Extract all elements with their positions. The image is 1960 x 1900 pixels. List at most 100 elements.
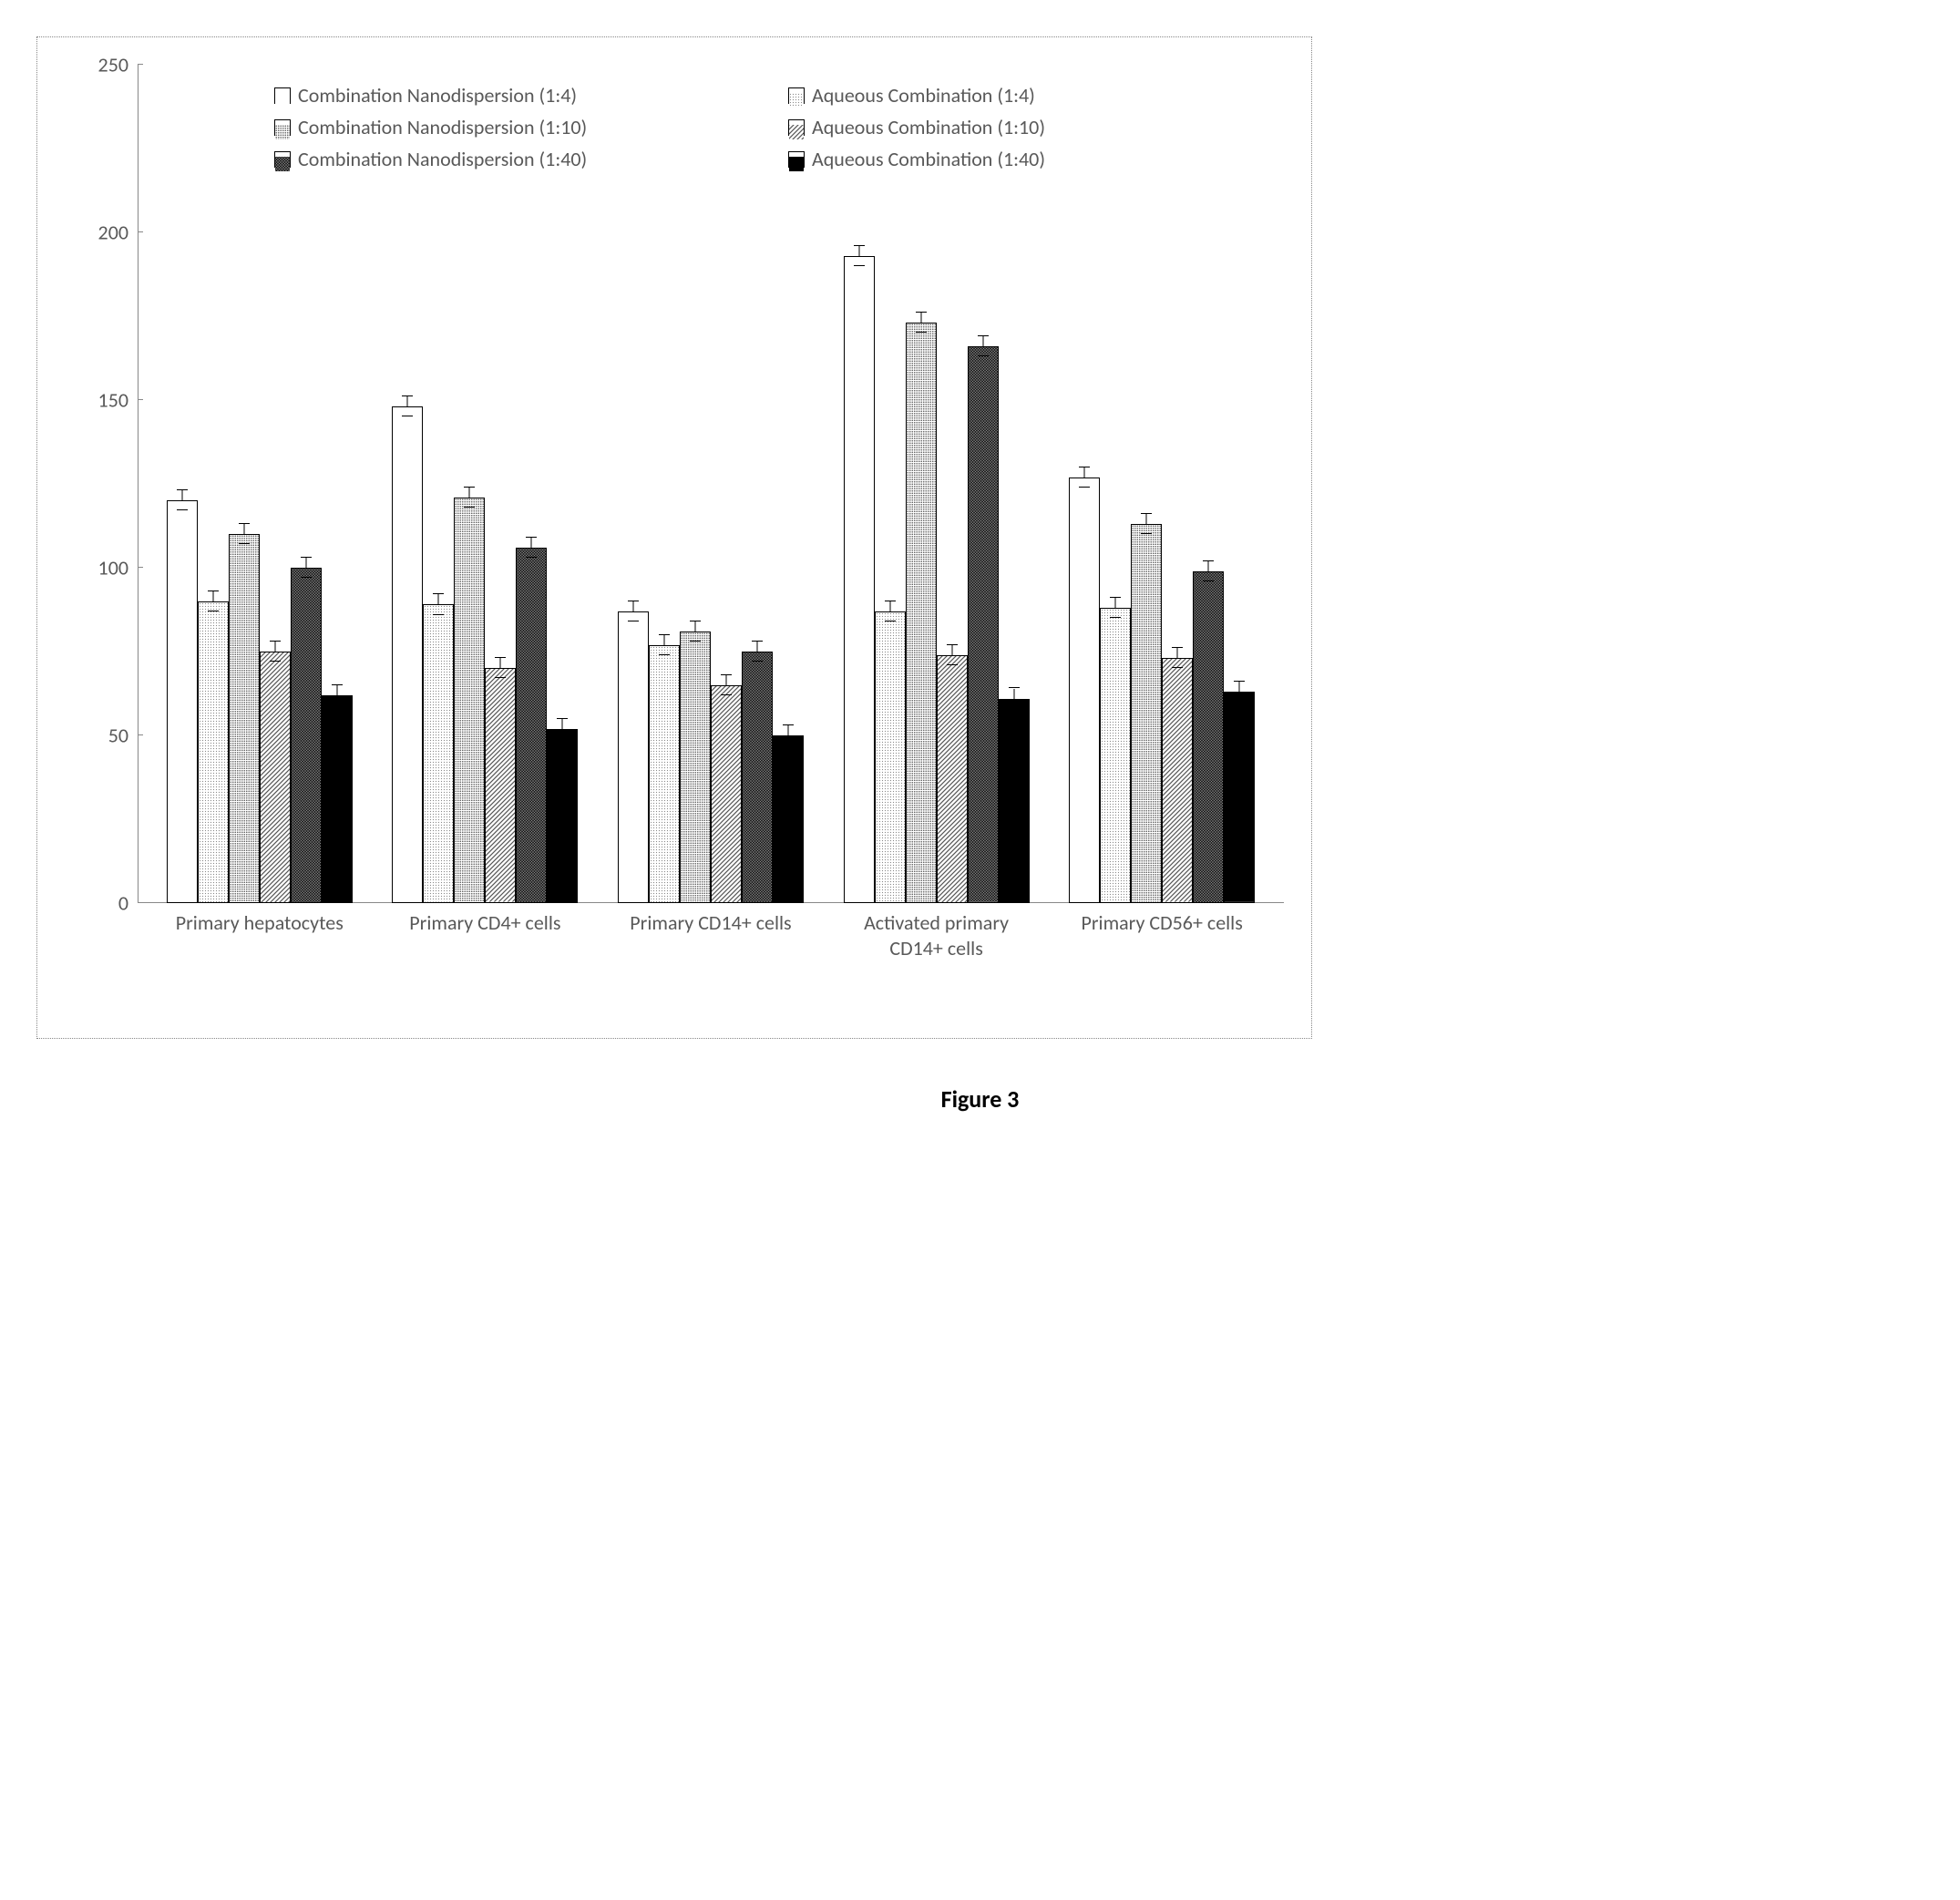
bar	[844, 256, 875, 903]
error-cap	[1234, 701, 1245, 702]
bar	[547, 729, 578, 903]
error-cap	[1141, 513, 1152, 514]
error-cap	[1203, 560, 1214, 561]
error-cap	[464, 507, 475, 508]
bar	[423, 604, 454, 903]
error-cap	[1172, 647, 1183, 648]
error-cap	[1203, 580, 1214, 581]
error-bar	[1239, 682, 1240, 692]
error-cap	[495, 677, 506, 678]
error-bar	[920, 313, 921, 323]
bar	[875, 611, 906, 903]
bar	[1069, 478, 1100, 903]
error-bar	[1208, 561, 1209, 571]
bar	[649, 645, 680, 903]
bar	[711, 685, 742, 903]
legend-label: Aqueous Combination (1:10)	[812, 115, 1045, 139]
error-cap	[752, 661, 763, 662]
error-cap	[433, 614, 444, 615]
error-bar	[725, 675, 726, 685]
legend-label: Combination Nanodispersion (1:40)	[298, 147, 587, 171]
legend-item: Combination Nanodispersion (1:40)	[274, 147, 734, 171]
bar	[454, 498, 485, 903]
error-bar	[1013, 689, 1014, 699]
error-cap	[495, 657, 506, 658]
error-cap	[526, 537, 537, 538]
error-bar	[694, 621, 695, 632]
error-bar	[243, 524, 244, 534]
error-bar	[212, 591, 213, 601]
bar	[1224, 692, 1255, 903]
legend-item: Combination Nanodispersion (1:10)	[274, 115, 734, 139]
bar	[1162, 658, 1193, 903]
error-cap	[721, 674, 732, 675]
bars-region	[138, 65, 1284, 903]
bar	[618, 611, 649, 903]
error-bar	[407, 396, 408, 406]
legend-swatch	[788, 119, 805, 136]
bar	[937, 655, 968, 903]
legend-swatch	[274, 87, 291, 104]
error-bar	[858, 246, 859, 256]
bar	[167, 500, 198, 903]
error-bar	[1146, 514, 1147, 524]
error-cap	[557, 738, 568, 739]
plot-area: Combination Nanodispersion (1:4) Aqueous …	[92, 65, 1284, 903]
legend-item: Aqueous Combination (1:10)	[788, 115, 1247, 139]
error-cap	[270, 641, 281, 642]
bar-group	[392, 406, 578, 903]
error-cap	[1141, 533, 1152, 534]
x-tick-label: Primary CD14+ cells	[615, 910, 806, 960]
error-bar	[663, 635, 664, 645]
y-tick-label: 0	[118, 891, 128, 916]
y-tick-label: 100	[98, 556, 128, 580]
legend-item: Aqueous Combination (1:40)	[788, 147, 1247, 171]
error-bar	[562, 719, 563, 729]
error-cap	[1172, 667, 1183, 668]
error-cap	[177, 489, 188, 490]
error-bar	[787, 725, 788, 735]
error-cap	[854, 265, 865, 266]
bar	[968, 346, 999, 903]
error-bar	[632, 601, 633, 611]
bar	[516, 548, 547, 903]
error-bar	[500, 658, 501, 668]
error-cap	[1110, 597, 1121, 598]
figure-caption: Figure 3	[36, 1084, 1924, 1114]
y-tick-label: 50	[108, 724, 128, 748]
y-tick-label: 150	[98, 388, 128, 413]
error-cap	[1079, 487, 1090, 488]
error-cap	[464, 487, 475, 488]
error-cap	[978, 355, 989, 356]
legend-swatch	[274, 151, 291, 168]
bar-group	[167, 500, 353, 903]
error-cap	[332, 684, 343, 685]
legend-item: Aqueous Combination (1:4)	[788, 83, 1247, 108]
bar	[1131, 524, 1162, 903]
error-bar	[336, 685, 337, 695]
bar-group	[844, 256, 1030, 903]
chart-container: Combination Nanodispersion (1:4) Aqueous …	[36, 36, 1312, 1039]
legend-label: Combination Nanodispersion (1:10)	[298, 115, 587, 139]
error-cap	[177, 509, 188, 510]
error-cap	[301, 577, 312, 578]
y-tick-label: 250	[98, 53, 128, 77]
error-cap	[433, 593, 444, 594]
legend-item: Combination Nanodispersion (1:4)	[274, 83, 734, 108]
legend-swatch	[788, 151, 805, 168]
bar	[260, 652, 291, 903]
error-bar	[889, 601, 890, 611]
legend: Combination Nanodispersion (1:4) Aqueous …	[274, 83, 1247, 171]
error-cap	[557, 718, 568, 719]
error-cap	[1009, 708, 1020, 709]
bar	[392, 406, 423, 903]
bar	[906, 323, 937, 903]
error-cap	[526, 557, 537, 558]
error-bar	[181, 490, 182, 500]
legend-swatch	[274, 119, 291, 136]
x-tick-label: Primary CD4+ cells	[389, 910, 580, 960]
error-cap	[1234, 681, 1245, 682]
bar	[773, 735, 804, 903]
error-bar	[951, 645, 952, 655]
error-bar	[531, 538, 532, 548]
